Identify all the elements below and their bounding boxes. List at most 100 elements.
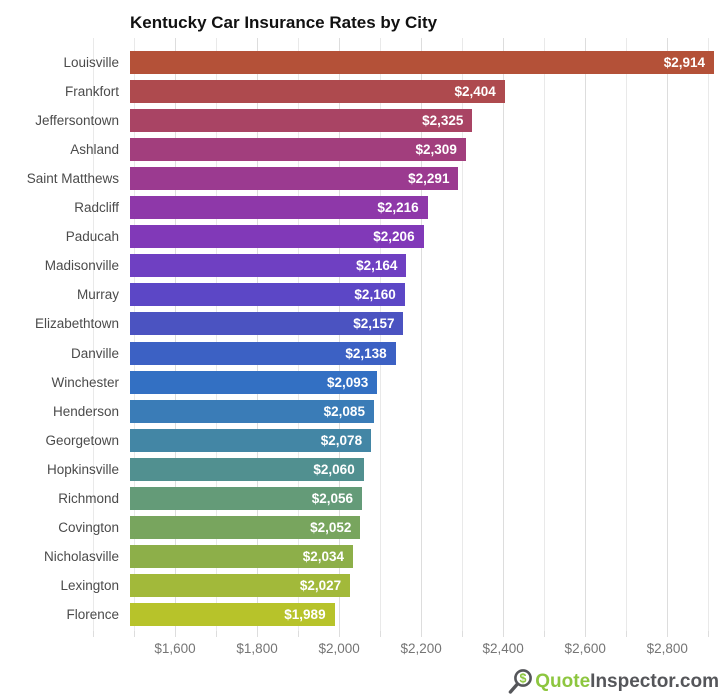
x-tick-label: $2,600 [564,641,606,656]
bar-value-label: $2,206 [373,229,415,245]
x-tick-label: $2,400 [482,641,524,656]
bar-danville: $2,138 [129,341,396,365]
category-label: Madisonville [44,258,119,274]
bar-winchester: $2,093 [129,370,378,394]
x-tick-mark [134,631,136,637]
chart-title: Kentucky Car Insurance Rates by City [130,13,438,32]
bar-value-label: $2,157 [353,316,395,332]
bar-value-label: $2,164 [356,258,398,274]
x-tick-mark [216,631,218,637]
x-tick-label: $2,200 [400,641,442,656]
x-tick-label: $1,800 [236,641,278,656]
brand-text: QuoteInspector.com [535,671,719,693]
bar-ashland: $2,309 [129,138,466,162]
category-label: Frankfort [64,84,119,100]
bar-lexington: $2,027 [129,573,351,597]
bar-value-label: $2,093 [326,374,369,390]
bar-paducah: $2,206 [129,225,424,249]
x-tick-mark [93,631,94,637]
bar-jeffersontown: $2,325 [129,109,473,133]
x-tick-mark [339,631,341,637]
category-label: Elizabethtown [34,316,119,332]
bar-value-label: $2,914 [663,55,705,70]
bar-radcliff: $2,216 [129,196,428,220]
x-tick-label: $1,600 [154,641,196,656]
quoteinspector-logo: $ QuoteInspector.com [506,667,719,697]
category-label: Murray [76,287,119,303]
category-label: Florence [66,606,119,622]
gridline [462,38,464,631]
plot-area: $2,914 $2,404 $2,325 $2,309 $2,291 $2,216 $2,2… [93,38,714,631]
brand-quote: Quote [535,671,591,692]
bar-value-label: $2,160 [354,287,396,303]
bar-value-label: $2,056 [311,490,354,506]
x-tick-mark [380,631,382,637]
x-tick-mark [462,631,464,637]
bar-value-label: $2,085 [323,403,365,419]
x-tick-label: $2,000 [318,641,360,656]
bar-frankfort: $2,404 [129,80,505,104]
bar-value-label: $2,325 [422,113,464,129]
x-axis-tick-marks [93,631,714,637]
bar-nicholasville: $2,034 [129,544,354,568]
magnifier-dollar-icon: $ [508,669,533,694]
bar-value-label: $2,027 [299,577,342,593]
bar-hopkinsville: $2,060 [129,457,364,481]
bar-value-label: $2,138 [345,345,387,361]
x-tick-mark [298,631,300,637]
gridline [708,38,710,631]
bar-louisville: $2,914 [129,51,714,74]
bar-henderson: $2,085 [129,399,374,423]
category-label: Saint Matthews [26,171,119,187]
category-label: Winchester [51,374,119,390]
x-tick-mark [257,631,259,637]
bar-value-label: $2,216 [377,200,419,216]
x-tick-mark [421,631,423,637]
category-label: Covington [58,519,119,535]
x-axis: $1,600 $1,800 $2,000 $2,200 $2,400 $2,600 $2,8… [93,641,714,659]
gridline [421,38,423,631]
bar-value-label: $2,291 [408,171,450,187]
bar-value-label: $2,404 [454,84,496,100]
bar-covington: $2,052 [129,515,361,539]
category-label: Nicholasville [43,548,119,564]
category-label: Radcliff [74,200,119,216]
gridline [93,38,94,631]
x-tick-mark [175,631,177,637]
category-label: Richmond [58,490,119,506]
x-tick-mark [503,631,505,637]
brand-rest: Inspector.com [590,671,719,692]
category-label: Jeffersontown [35,113,119,129]
bar-value-label: $2,078 [320,432,363,448]
svg-text:$: $ [520,671,527,685]
bar-value-label: $2,052 [310,519,352,535]
bar-murray: $2,160 [129,283,405,307]
bar-saint-matthews: $2,291 [129,167,459,191]
bar-florence: $1,989 [129,602,335,626]
bar-value-label: $2,309 [415,142,457,158]
x-tick-mark [708,631,710,637]
bar-madisonville: $2,164 [129,254,407,278]
x-tick-mark [667,631,669,637]
gridline [626,38,628,631]
bar-value-label: $2,034 [302,548,345,564]
bar-value-label: $1,989 [284,606,326,622]
category-label: Ashland [70,142,119,158]
category-label: Lexington [60,577,119,593]
bar-value-label: $2,060 [313,461,355,477]
bar-richmond: $2,056 [129,486,363,510]
category-label: Hopkinsville [46,461,119,477]
x-tick-mark [585,631,587,637]
bar-elizabethtown: $2,157 [129,312,404,336]
category-label: Paducah [65,229,119,245]
category-label: Louisville [63,55,119,70]
gridline [544,38,546,631]
gridline [503,38,505,631]
x-tick-mark [626,631,628,637]
bar-georgetown: $2,078 [129,428,372,452]
x-tick-label: $2,800 [646,641,688,656]
gridline [585,38,587,631]
x-tick-mark [544,631,546,637]
gridline [667,38,669,631]
